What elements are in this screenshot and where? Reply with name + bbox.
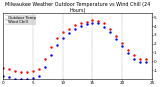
Title: Milwaukee Weather Outdoor Temperature vs Wind Chill (24 Hours): Milwaukee Weather Outdoor Temperature vs… [5,2,150,13]
Legend: Outdoor Temp, Wind Chill: Outdoor Temp, Wind Chill [5,15,36,25]
